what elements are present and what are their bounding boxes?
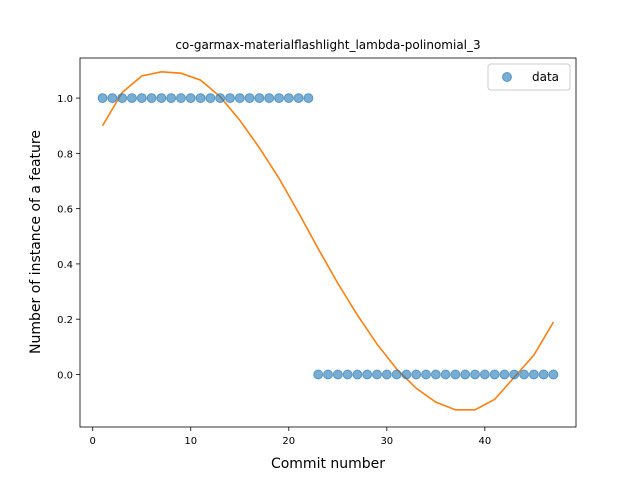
data-point (460, 369, 471, 380)
data-point (156, 93, 167, 104)
data-point (332, 369, 343, 380)
data-point (244, 93, 255, 104)
data-point (421, 369, 432, 380)
y-tick-label: 0.6 (57, 205, 73, 216)
data-point (528, 369, 539, 380)
data-point (499, 369, 510, 380)
data-point (372, 369, 383, 380)
data-point (519, 369, 530, 380)
data-point (411, 369, 422, 380)
data-point (548, 369, 559, 380)
data-point (362, 369, 373, 380)
x-tick-label: 40 (478, 436, 491, 447)
legend: data (487, 63, 571, 91)
y-axis-label: Number of instance of a feature (28, 130, 44, 354)
data-point (273, 93, 284, 104)
legend-marker (502, 72, 512, 82)
x-axis: 0 10 20 30 40 (90, 427, 491, 447)
data-point (254, 93, 265, 104)
plot-area (97, 71, 559, 411)
axes-frame (79, 57, 577, 428)
data-point (224, 93, 235, 104)
y-tick-label: 0.2 (57, 315, 73, 326)
data-point (215, 93, 226, 104)
legend-label: data (532, 70, 559, 84)
data-point (264, 93, 275, 104)
data-point (509, 369, 520, 380)
data-point (293, 93, 304, 104)
data-point (185, 93, 196, 104)
data-point (440, 369, 451, 380)
y-tick-label: 0.4 (57, 260, 73, 271)
data-point (489, 369, 500, 380)
x-tick-label: 30 (380, 436, 393, 447)
data-point (126, 93, 137, 104)
legend-box (487, 63, 571, 91)
data-point (117, 93, 128, 104)
data-point (195, 93, 206, 104)
data-point (352, 369, 363, 380)
data-point (450, 369, 461, 380)
data-point (146, 93, 157, 104)
data-point (234, 93, 245, 104)
data-point (391, 369, 402, 380)
data-point (303, 93, 314, 104)
x-tick-label: 20 (282, 436, 295, 447)
y-axis: 0.0 0.2 0.4 0.6 0.8 1.0 (57, 94, 80, 381)
data-point (97, 93, 108, 104)
data-point (323, 369, 333, 380)
data-point (479, 369, 490, 380)
chart-title: co-garmax-materialflashlight_lambda-poli… (175, 38, 480, 52)
y-tick-label: 1.0 (57, 94, 73, 105)
data-point (470, 369, 481, 380)
x-tick-label: 0 (90, 436, 96, 447)
data-point (283, 93, 294, 104)
data-point (342, 369, 353, 380)
x-axis-label: Commit number (271, 456, 385, 472)
data-point (381, 369, 392, 380)
y-tick-label: 0.0 (57, 370, 73, 381)
y-tick-label: 0.8 (57, 149, 73, 160)
data-point (430, 369, 441, 380)
data-point (166, 93, 177, 104)
data-point (401, 369, 412, 380)
x-tick-label: 10 (184, 436, 197, 447)
data-point (175, 93, 186, 104)
fit-line (101, 71, 555, 411)
data-point (107, 93, 118, 104)
data-point (538, 369, 549, 380)
data-point (205, 93, 216, 104)
data-point (136, 93, 147, 104)
data-point (313, 369, 324, 380)
